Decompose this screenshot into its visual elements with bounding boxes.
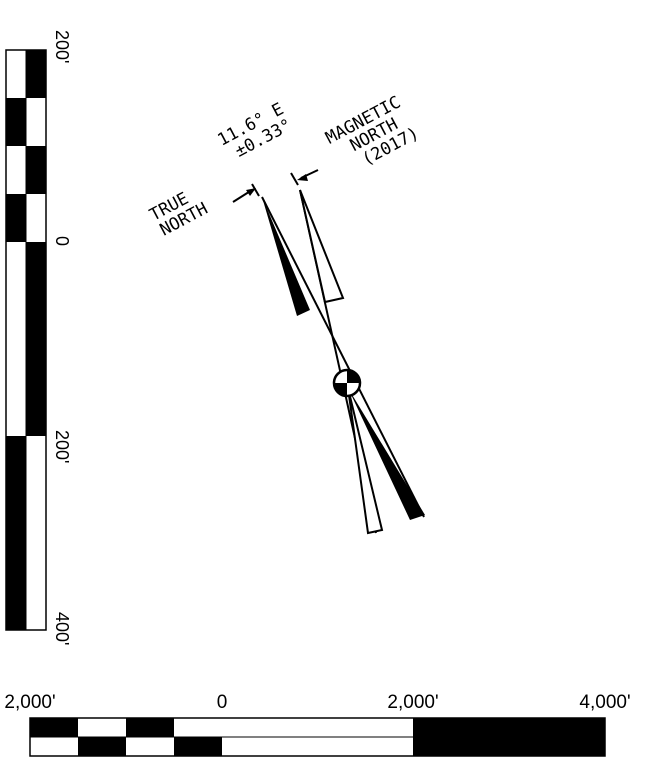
vertical-scale-segment — [26, 242, 46, 436]
horizontal-scale-segment — [126, 718, 174, 737]
center-target-icon — [332, 368, 362, 398]
horizontal-scale-label-right: 4,000' — [579, 692, 630, 713]
horizontal-scale-segment — [413, 718, 605, 737]
true-north-tick — [251, 183, 260, 197]
horizontal-scale-segment — [413, 737, 605, 756]
true-north-shaft — [261, 196, 425, 518]
magnetic-north-arrowhead — [299, 189, 345, 304]
vertical-scale-bar — [5, 49, 47, 631]
vertical-scale-label-mid: 200' — [52, 430, 72, 463]
vertical-scale-label-bottom: 400' — [52, 612, 72, 645]
magnetic-north-label: MAGNETIC NORTH (2017) — [323, 92, 423, 170]
horizontal-scale-bar — [29, 717, 606, 757]
true-north-pointer-head — [246, 188, 256, 196]
vertical-scale-label-top: 200' — [52, 30, 72, 63]
true-north-label: TRUE NORTH — [147, 189, 212, 241]
true-north-tail — [348, 388, 425, 520]
horizontal-scale-segment — [78, 737, 126, 756]
vertical-scale-segment — [6, 98, 26, 146]
vertical-scale-segment — [26, 50, 46, 98]
north-arrow — [232, 169, 425, 535]
magnetic-north-tick — [290, 172, 299, 186]
horizontal-scale-label-zero: 0 — [217, 692, 228, 713]
vertical-scale-label-zero: 0 — [52, 236, 72, 246]
horizontal-scale-segment — [174, 737, 222, 756]
vertical-scale-segment — [6, 436, 26, 630]
horizontal-scale-segment — [30, 718, 78, 737]
true-north-arrowhead — [262, 197, 310, 316]
magnetic-north-tail — [347, 387, 384, 535]
vertical-scale-segment — [26, 146, 46, 194]
horizontal-scale-label-mid: 2,000' — [387, 692, 438, 713]
magnetic-north-pointer-head — [297, 174, 308, 181]
declination-label: 11.6° E ±0.33° — [215, 99, 296, 161]
vertical-scale-segment — [6, 194, 26, 242]
horizontal-scale-label-left: 2,000' — [4, 692, 55, 713]
